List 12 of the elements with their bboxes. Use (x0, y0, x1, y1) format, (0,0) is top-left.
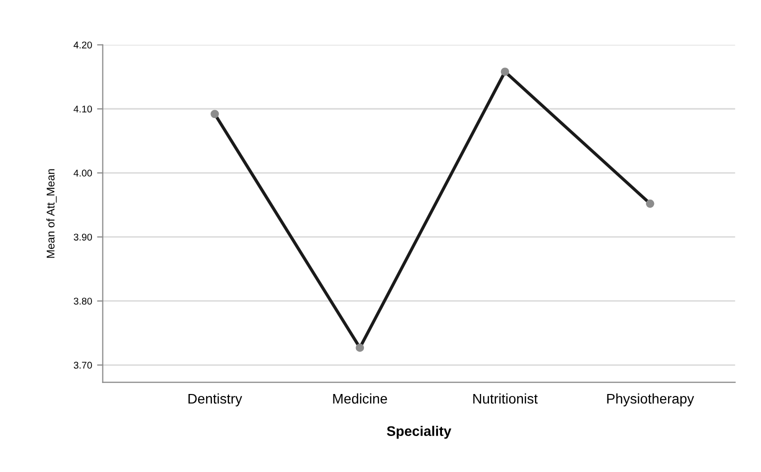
y-tick-label: 4.20 (74, 42, 92, 48)
x-tick-label: Medicine (333, 393, 388, 404)
x-tick-label: Physiotherapy (607, 393, 694, 406)
x-axis-title: Speciality (386, 426, 452, 439)
x-tick-label: Nutritionist (473, 393, 538, 404)
y-tick-label: 4.10 (74, 106, 92, 112)
y-axis-title: Mean of Att_Mean (46, 169, 57, 258)
y-tick-label: 3.90 (74, 234, 92, 241)
x-tick-label: Dentistry (188, 393, 242, 406)
y-tick-label: 4.00 (74, 170, 92, 177)
y-tick-label: 3.80 (74, 298, 92, 305)
y-tick-label: 3.70 (74, 362, 92, 369)
